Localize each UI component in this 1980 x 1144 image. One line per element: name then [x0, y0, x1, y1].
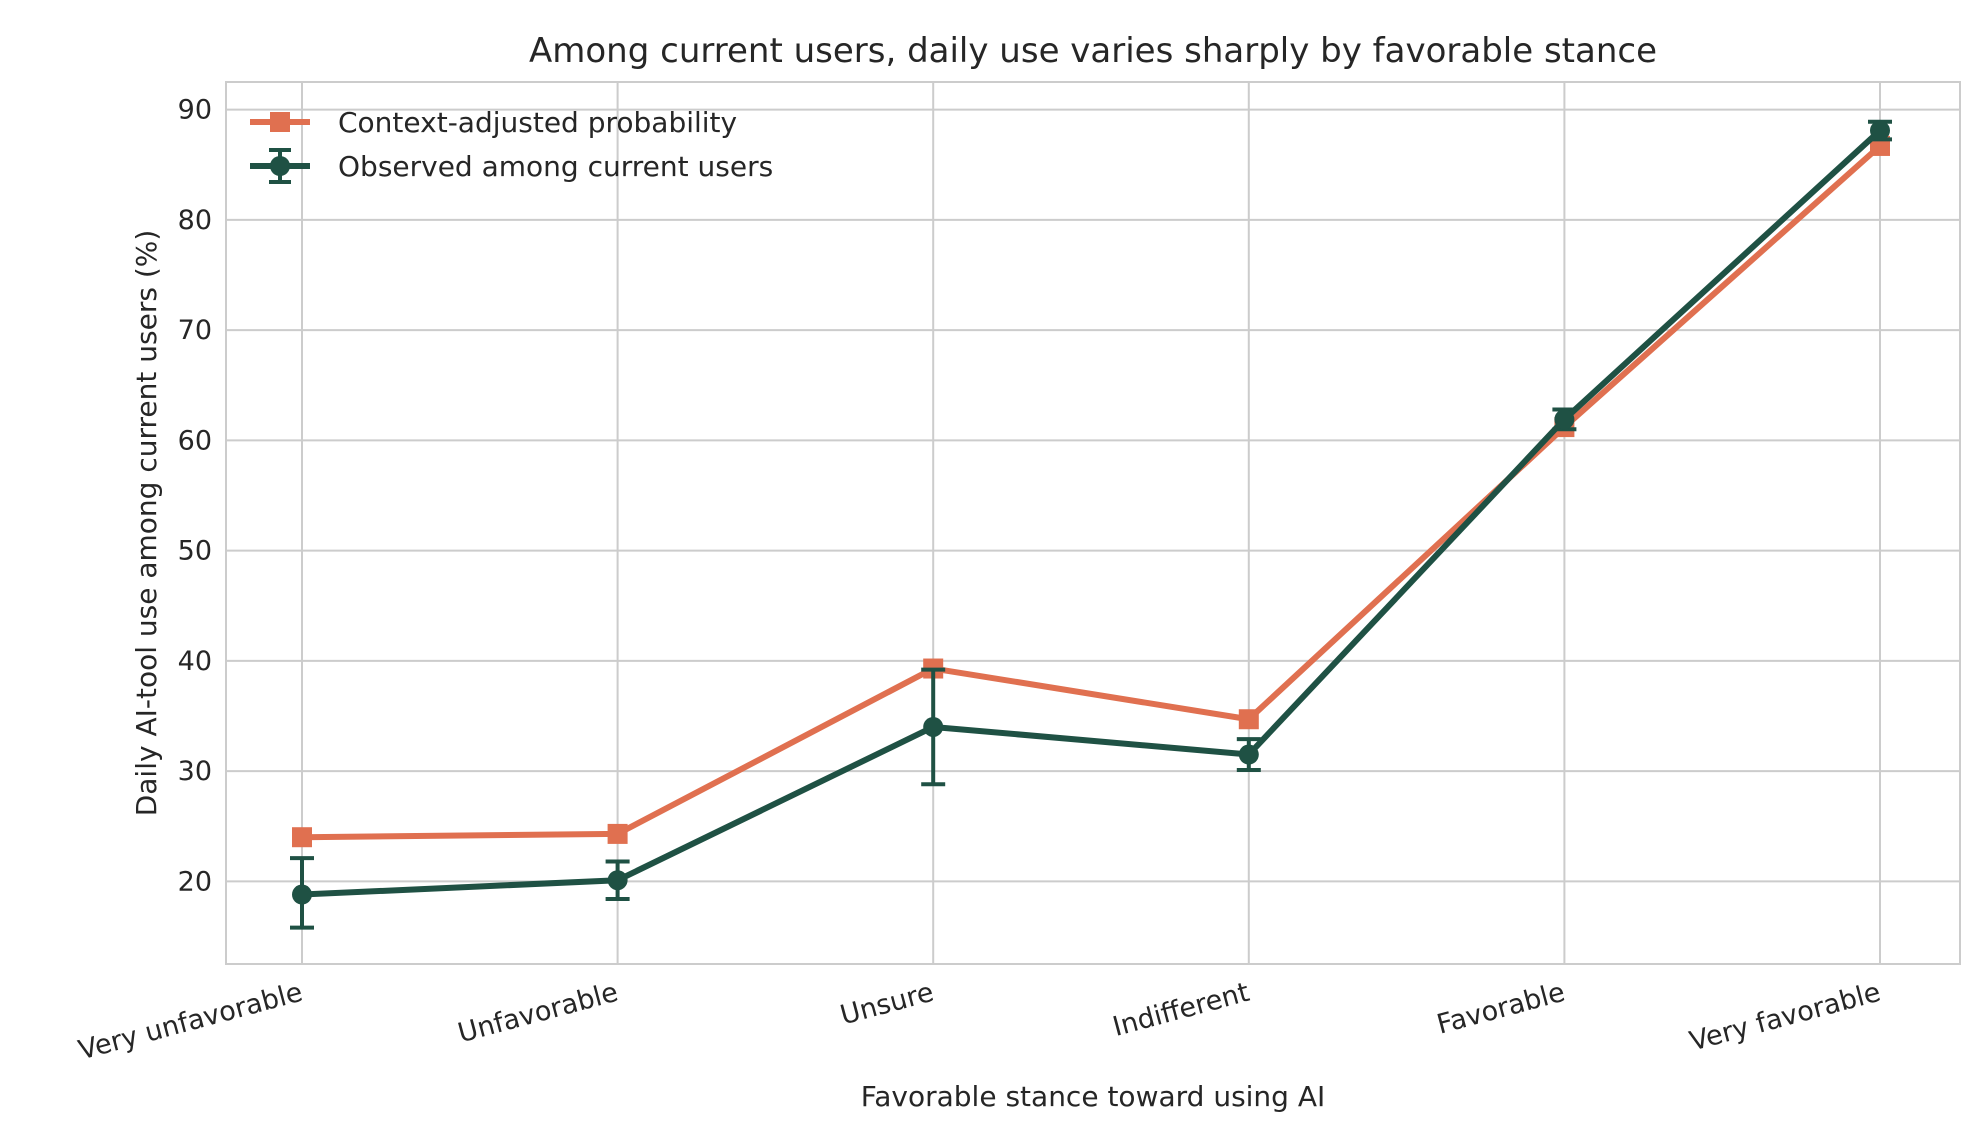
x-tick-label: Very favorable	[1686, 977, 1883, 1058]
legend-label: Observed among current users	[338, 150, 773, 183]
y-tick-label: 90	[178, 95, 212, 126]
data-point	[607, 870, 628, 891]
y-tick-label: 70	[178, 315, 212, 346]
series-2	[290, 119, 1892, 930]
chart-title: Among current users, daily use varies sh…	[529, 31, 1657, 71]
x-axis-label: Favorable stance toward using AI	[861, 1080, 1326, 1113]
x-tick-label: Unfavorable	[455, 977, 622, 1049]
x-tick-label: Favorable	[1434, 977, 1569, 1041]
y-tick-label: 60	[178, 425, 212, 456]
data-point	[607, 823, 628, 844]
series-line	[299, 127, 1883, 898]
data-point	[1554, 409, 1575, 430]
y-tick-label: 20	[178, 866, 212, 897]
grid	[226, 82, 1960, 964]
data-point	[1238, 709, 1259, 730]
x-tick-label: Indifferent	[1110, 977, 1253, 1043]
legend-marker	[270, 112, 290, 132]
y-tick-label: 50	[178, 536, 212, 567]
x-tick-label: Very unfavorable	[75, 977, 306, 1067]
y-tick-label: 30	[178, 756, 212, 787]
legend-entry: Observed among current users	[250, 148, 773, 184]
x-tick-label: Unsure	[837, 977, 937, 1032]
series-layer	[290, 119, 1892, 930]
legend-label: Context-adjusted probability	[338, 106, 737, 139]
legend: Context-adjusted probability Observed amo…	[250, 106, 773, 184]
data-point	[1870, 120, 1890, 141]
series-line	[299, 142, 1883, 841]
data-point	[1238, 744, 1259, 765]
y-tick-label: 80	[178, 205, 212, 236]
data-point	[292, 827, 312, 848]
y-axis-label: Daily AI-tool use among current users (%…	[130, 230, 163, 817]
data-point	[292, 884, 312, 905]
y-tick-label: 40	[178, 646, 212, 677]
data-point	[923, 716, 944, 737]
legend-marker	[270, 156, 290, 176]
legend-entry: Context-adjusted probability	[250, 106, 737, 139]
plot-area	[225, 81, 1961, 965]
